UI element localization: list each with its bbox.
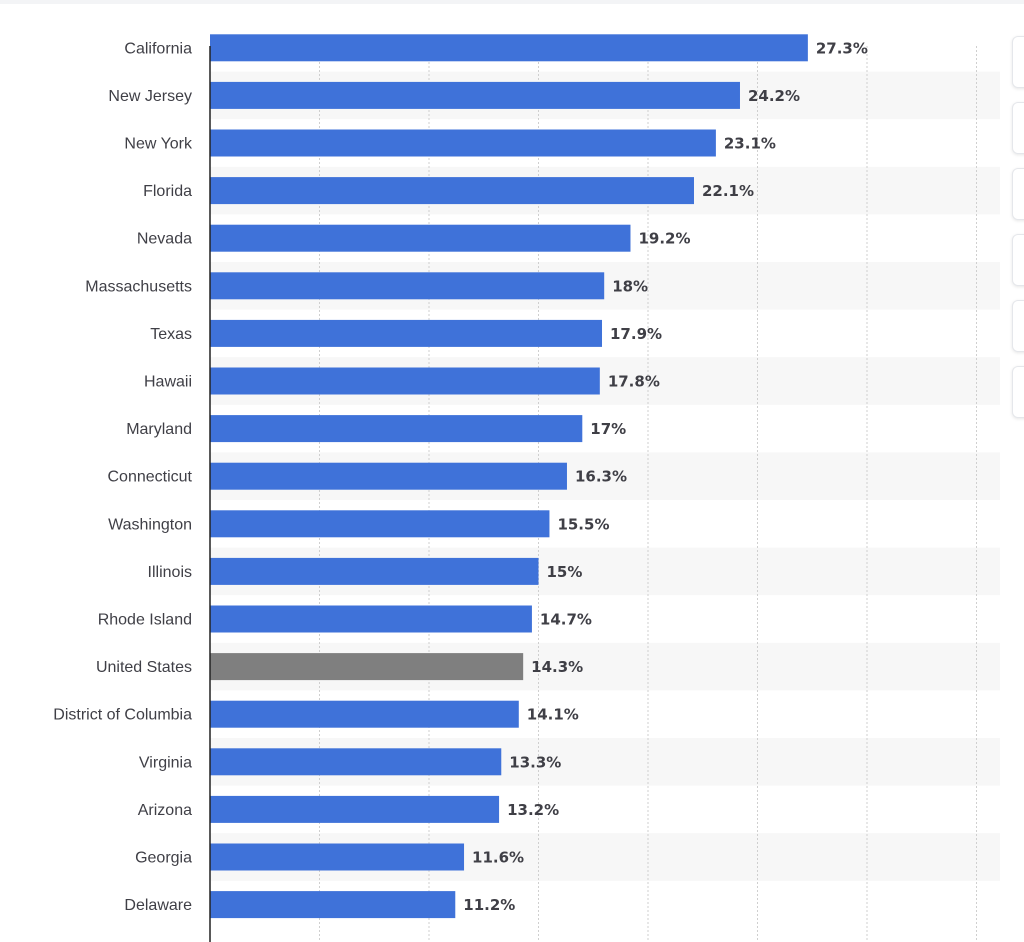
value-label: 11.6% bbox=[472, 849, 524, 867]
category-label: Delaware bbox=[124, 897, 192, 914]
bar-rhode-island bbox=[210, 605, 532, 633]
bar-maryland bbox=[210, 415, 583, 443]
category-label: District of Columbia bbox=[53, 707, 192, 724]
category-label: Georgia bbox=[135, 850, 192, 867]
category-label: California bbox=[124, 40, 192, 57]
category-label: Florida bbox=[143, 183, 192, 200]
side-toolbar-button[interactable] bbox=[1012, 36, 1024, 88]
bar-district-of-columbia bbox=[210, 700, 519, 728]
side-toolbar-button[interactable] bbox=[1012, 300, 1024, 352]
value-label: 22.1% bbox=[702, 182, 754, 200]
value-label: 27.3% bbox=[816, 39, 868, 57]
bar-united-states bbox=[210, 653, 524, 681]
value-label: 16.3% bbox=[575, 468, 627, 486]
category-label: New York bbox=[124, 136, 193, 153]
category-label: Maryland bbox=[126, 421, 192, 438]
category-label: Illinois bbox=[148, 564, 192, 581]
bar-new-jersey bbox=[210, 81, 740, 109]
value-label: 19.2% bbox=[638, 230, 690, 248]
category-label: Nevada bbox=[137, 231, 192, 248]
value-label: 14.1% bbox=[527, 706, 579, 724]
category-label: Hawaii bbox=[144, 374, 192, 391]
value-label: 14.3% bbox=[531, 658, 583, 676]
category-label: Washington bbox=[108, 516, 192, 533]
value-label: 13.2% bbox=[507, 801, 559, 819]
bar-illinois bbox=[210, 557, 539, 585]
value-label: 17.9% bbox=[610, 325, 662, 343]
bar-connecticut bbox=[210, 462, 567, 490]
bar-delaware bbox=[210, 891, 456, 919]
value-label: 17.8% bbox=[608, 373, 660, 391]
value-label: 11.2% bbox=[463, 896, 515, 914]
value-label: 24.2% bbox=[748, 87, 800, 105]
bar-new-york bbox=[210, 129, 716, 157]
top-divider bbox=[0, 0, 1024, 4]
value-label: 15.5% bbox=[557, 515, 609, 533]
category-label: New Jersey bbox=[108, 88, 192, 105]
side-toolbar-button[interactable] bbox=[1012, 168, 1024, 220]
category-label: Texas bbox=[150, 326, 192, 343]
category-label: Arizona bbox=[138, 802, 192, 819]
category-label: Massachusetts bbox=[85, 278, 192, 295]
value-label: 23.1% bbox=[724, 135, 776, 153]
bar-virginia bbox=[210, 748, 502, 776]
category-label: Rhode Island bbox=[98, 612, 192, 629]
value-label: 14.7% bbox=[540, 611, 592, 629]
value-label: 13.3% bbox=[509, 753, 561, 771]
category-label: Connecticut bbox=[108, 469, 193, 486]
bar-florida bbox=[210, 177, 694, 205]
bar-hawaii bbox=[210, 367, 600, 395]
value-label: 15% bbox=[547, 563, 583, 581]
category-label: United States bbox=[96, 659, 192, 676]
bar-arizona bbox=[210, 795, 500, 823]
value-label: 18% bbox=[612, 277, 648, 295]
value-label: 17% bbox=[590, 420, 626, 438]
bar-georgia bbox=[210, 843, 465, 871]
bar-nevada bbox=[210, 224, 631, 252]
side-toolbar-button[interactable] bbox=[1012, 102, 1024, 154]
side-toolbar-button[interactable] bbox=[1012, 366, 1024, 418]
bar-texas bbox=[210, 319, 603, 347]
side-toolbar-button[interactable] bbox=[1012, 234, 1024, 286]
bar-washington bbox=[210, 510, 550, 538]
category-label: Virginia bbox=[139, 754, 192, 771]
bar-massachusetts bbox=[210, 272, 605, 300]
bar-california bbox=[210, 34, 808, 62]
